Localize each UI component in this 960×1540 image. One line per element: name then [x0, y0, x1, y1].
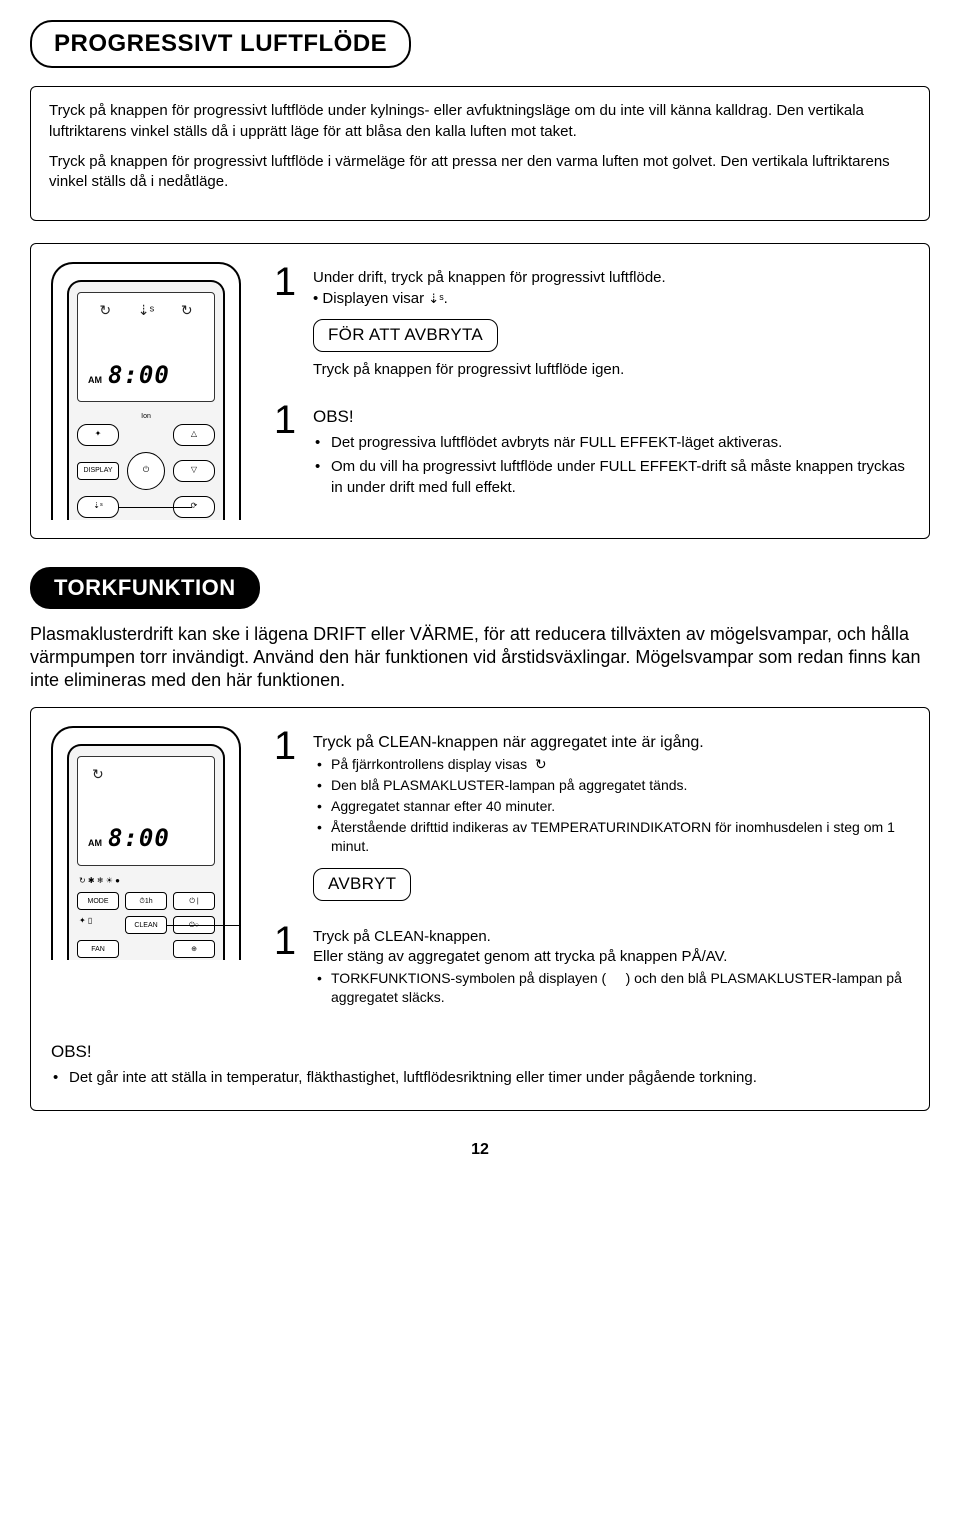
- remote2-buttons: ↻ ✱ ❄ ☀ ● MODE ⏱1h ⏻ | ✦ ▯ CLEAN ⏻○ FAN …: [77, 876, 215, 959]
- airflow-icon: ⇣ˢ: [138, 301, 155, 320]
- section1-step1-line2: • Displayen visar ⇣ˢ.: [313, 289, 909, 309]
- section1-step1-line1: Under drift, tryck på knappen för progre…: [313, 268, 909, 288]
- airflow-icon: ⇣ˢ: [428, 291, 443, 306]
- onehour-button: ⏱1h: [125, 892, 167, 910]
- remote-btn: ✦: [77, 424, 119, 446]
- remote-diagram-1: ↻ ⇣ˢ ↻ AM 8:00 Ion ✦: [51, 262, 251, 519]
- remote-diagram-2: ↻ AM 8:00 ↻ ✱ ❄ ☀ ● MODE ⏱1h ⏻ | ✦ ▯ CL: [51, 726, 251, 1023]
- list-item: TORKFUNKTIONS-symbolen på displayen ( ) …: [317, 969, 909, 1007]
- plus-button: ⊕: [173, 940, 215, 958]
- footer-obs-item: Det går inte att ställa in temperatur, f…: [51, 1068, 909, 1088]
- section2-step2-line2: Eller stäng av aggregatet genom att tryc…: [313, 947, 909, 967]
- section1-intro-p1: Tryck på knappen för progressivt luftflö…: [49, 101, 911, 142]
- section1-title: PROGRESSIVT LUFTFLÖDE: [30, 20, 411, 68]
- clean-button: CLEAN: [125, 916, 167, 934]
- list-item: Aggregatet stannar efter 40 minuter.: [317, 797, 909, 816]
- obs-item: Det progressiva luftflödet avbryts när F…: [313, 433, 909, 453]
- step-number-1c: 1: [271, 726, 299, 766]
- list-item: Den blå PLASMAKLUSTER-lampan på aggregat…: [317, 776, 909, 795]
- remote-btn: ▽: [173, 460, 215, 482]
- section2-step2-line1: Tryck på CLEAN-knappen.: [313, 927, 909, 947]
- step-number-1d: 1: [271, 921, 299, 961]
- section1-intro-p2: Tryck på knappen för progressivt luftflö…: [49, 152, 911, 193]
- cancel-label-2: AVBRYT: [313, 868, 411, 901]
- power-button: ⏻: [127, 452, 165, 490]
- step-number-1b: 1: [271, 400, 299, 440]
- list-item: På fjärrkontrollens display visas ↻: [317, 755, 909, 774]
- mode-icons: ↻ ✱ ❄ ☀ ●: [77, 876, 215, 887]
- section2-step1: 1 Tryck på CLEAN-knappen när aggregatet …: [271, 726, 909, 907]
- section2-step2: 1 Tryck på CLEAN-knappen. Eller stäng av…: [271, 921, 909, 1009]
- section1-obs-list: Det progressiva luftflödet avbryts när F…: [313, 433, 909, 498]
- airflow-button: ⇣ˢ: [77, 496, 119, 518]
- am-label: AM: [88, 837, 102, 849]
- section2-step1-title: Tryck på CLEAN-knappen när aggregatet in…: [313, 732, 909, 754]
- remote2-time: 8:00: [108, 822, 170, 854]
- remote-btn: △: [173, 424, 215, 446]
- display-button: DISPLAY: [77, 462, 119, 480]
- obs-title-2: OBS!: [51, 1041, 909, 1064]
- obs-title-1: OBS!: [313, 406, 909, 429]
- section2-steps-box: ↻ AM 8:00 ↻ ✱ ❄ ☀ ● MODE ⏱1h ⏻ | ✦ ▯ CL: [30, 707, 930, 1111]
- section2-footer-obs: OBS! Det går inte att ställa in temperat…: [51, 1041, 909, 1088]
- swirl-icon: ↻: [181, 301, 193, 320]
- list-item: Återstående drifttid indikeras av TEMPER…: [317, 818, 909, 856]
- swirl-icon: ↻: [99, 301, 111, 320]
- section1-obs: 1 OBS! Det progressiva luftflödet avbryt…: [271, 400, 909, 502]
- remote1-buttons: Ion ✦ ⏻ △ DISPLAY ▽ ⇣ˢ ⟳: [77, 412, 215, 517]
- obs-item: Om du vill ha progressivt luftflöde unde…: [313, 457, 909, 498]
- fan-button: FAN: [77, 940, 119, 958]
- fan-icons: ✦ ▯: [77, 916, 119, 934]
- remote1-time: 8:00: [108, 359, 170, 391]
- ion-label: Ion: [77, 412, 215, 421]
- page-number: 12: [30, 1139, 930, 1161]
- section1-steps-box: ↻ ⇣ˢ ↻ AM 8:00 Ion ✦: [30, 243, 930, 538]
- remote1-screen: ↻ ⇣ˢ ↻ AM 8:00: [77, 292, 215, 402]
- cancel-label-1: FÖR ATT AVBRYTA: [313, 319, 498, 352]
- step-number-1: 1: [271, 262, 299, 302]
- section1-cancel-text: Tryck på knappen för progressivt luftflö…: [313, 360, 909, 380]
- remote2-screen: ↻ AM 8:00: [77, 756, 215, 866]
- section2-step2-sub: TORKFUNKTIONS-symbolen på displayen ( ) …: [313, 969, 909, 1007]
- section2-title: TORKFUNKTION: [30, 567, 260, 609]
- remote-btn: ⏻ |: [173, 892, 215, 910]
- section2-intro: Plasmaklusterdrift kan ske i lägena DRIF…: [30, 623, 930, 693]
- section1-step1: 1 Under drift, tryck på knappen för prog…: [271, 262, 909, 386]
- am-label: AM: [88, 374, 102, 386]
- section2-step1-list: På fjärrkontrollens display visas ↻ Den …: [313, 755, 909, 855]
- clean-icon: ↻: [535, 756, 547, 772]
- clean-icon: ↻: [92, 765, 104, 784]
- mode-button: MODE: [77, 892, 119, 910]
- section1-intro-box: Tryck på knappen för progressivt luftflö…: [30, 86, 930, 221]
